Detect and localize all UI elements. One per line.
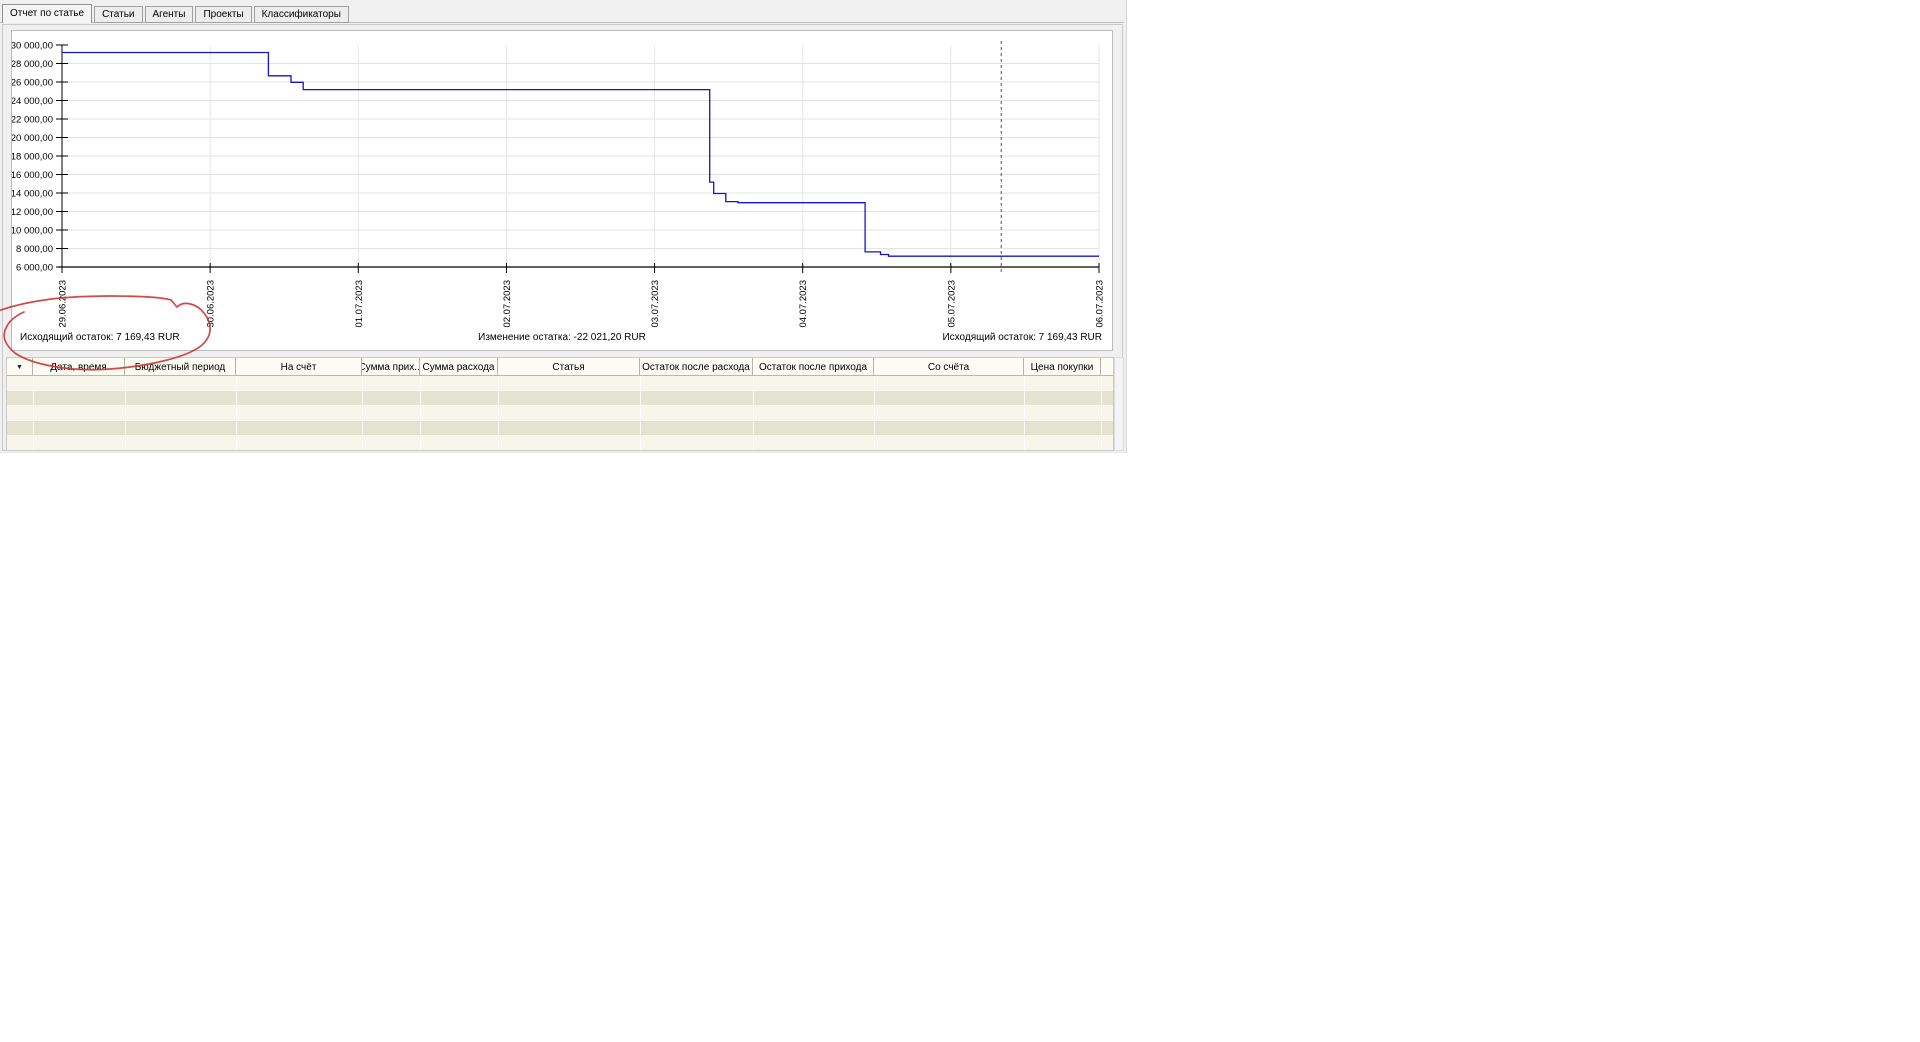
- column-divider: [33, 376, 34, 450]
- y-tick-label: 12 000,00: [12, 207, 53, 218]
- column-header-3[interactable]: Сумма прих...: [362, 358, 420, 376]
- vertical-scrollbar[interactable]: [1114, 357, 1124, 451]
- column-header-5[interactable]: Статья: [498, 358, 640, 376]
- column-divider: [753, 376, 754, 450]
- tab-1[interactable]: Статьи: [94, 6, 143, 23]
- table-row: [7, 406, 1113, 421]
- x-tick-label: 02.07.2023: [502, 280, 513, 328]
- y-tick-label: 8 000,00: [16, 244, 53, 255]
- tab-3[interactable]: Проекты: [195, 6, 252, 23]
- column-divider: [236, 376, 237, 450]
- balance-change-text: Изменение остатка: -22 021,20 RUR: [478, 332, 646, 343]
- column-divider: [874, 376, 875, 450]
- column-divider: [420, 376, 421, 450]
- balance-chart: 30 000,00 28 000,00 26 000,00 24 000,00 22 0…: [12, 41, 1106, 344]
- y-tick-label: 26 000,00: [12, 78, 53, 89]
- column-header-0[interactable]: Дата, время: [33, 358, 125, 376]
- table-row: [7, 391, 1113, 406]
- table-row: [7, 421, 1113, 436]
- column-divider: [640, 376, 641, 450]
- column-divider: [1101, 376, 1102, 450]
- column-header-7[interactable]: Остаток после прихода: [753, 358, 874, 376]
- y-tick-label: 10 000,00: [12, 226, 53, 237]
- tab-0[interactable]: Отчет по статье: [2, 4, 93, 23]
- tab-2[interactable]: Агенты: [144, 6, 194, 23]
- column-header-2[interactable]: На счёт: [236, 358, 362, 376]
- y-tick-label: 16 000,00: [12, 170, 53, 181]
- app-window: Отчет по статье Статьи Агенты Проекты Класси…: [0, 0, 1127, 453]
- x-tick-label: 29.06.2023: [58, 280, 69, 328]
- tabbar-underline: [0, 22, 1124, 23]
- y-tick-label: 18 000,00: [12, 152, 53, 163]
- y-tick-label: 20 000,00: [12, 133, 53, 144]
- table-row: [7, 436, 1113, 450]
- x-tick-label: 05.07.2023: [946, 280, 957, 328]
- y-tick-label: 28 000,00: [12, 59, 53, 70]
- table-row: [7, 376, 1113, 391]
- x-tick-label: 03.07.2023: [650, 280, 661, 328]
- column-divider: [1024, 376, 1025, 450]
- column-header-8[interactable]: Со счёта: [874, 358, 1024, 376]
- operations-table: ▼ Дата, время Бюджетный период На счёт Сумма…: [6, 357, 1114, 451]
- column-divider: [362, 376, 363, 450]
- opening-balance-text: Исходящий остаток: 7 169,43 RUR: [20, 332, 180, 343]
- column-header-6[interactable]: Остаток после расхода: [640, 358, 753, 376]
- x-tick-label: 30.06.2023: [206, 280, 217, 328]
- table-body: [7, 376, 1113, 450]
- filter-triangle-icon: ▼: [16, 363, 23, 371]
- y-tick-label: 6 000,00: [16, 263, 53, 274]
- x-tick-label: 06.07.2023: [1095, 280, 1106, 328]
- y-tick-label: 30 000,00: [12, 41, 53, 52]
- x-tick-label: 04.07.2023: [798, 280, 809, 328]
- y-tick-label: 22 000,00: [12, 115, 53, 126]
- y-tick-label: 24 000,00: [12, 96, 53, 107]
- column-header-4[interactable]: Сумма расхода: [420, 358, 498, 376]
- x-tick-label: 01.07.2023: [354, 280, 365, 328]
- column-header-1[interactable]: Бюджетный период: [125, 358, 236, 376]
- column-divider: [498, 376, 499, 450]
- y-tick-label: 14 000,00: [12, 189, 53, 200]
- column-divider: [125, 376, 126, 450]
- tab-bar: Отчет по статье Статьи Агенты Проекты Класси…: [2, 3, 351, 23]
- balance-chart-panel: 30 000,00 28 000,00 26 000,00 24 000,00 22 0…: [11, 30, 1113, 351]
- column-header-9[interactable]: Цена покупки: [1024, 358, 1101, 376]
- table-header-row: ▼ Дата, время Бюджетный период На счёт Сумма…: [7, 358, 1113, 376]
- closing-balance-text: Исходящий остаток: 7 169,43 RUR: [942, 332, 1102, 343]
- filter-dropdown-button[interactable]: ▼: [7, 358, 33, 376]
- tab-4[interactable]: Классификаторы: [253, 6, 349, 23]
- balance-series-line: [62, 51, 1099, 257]
